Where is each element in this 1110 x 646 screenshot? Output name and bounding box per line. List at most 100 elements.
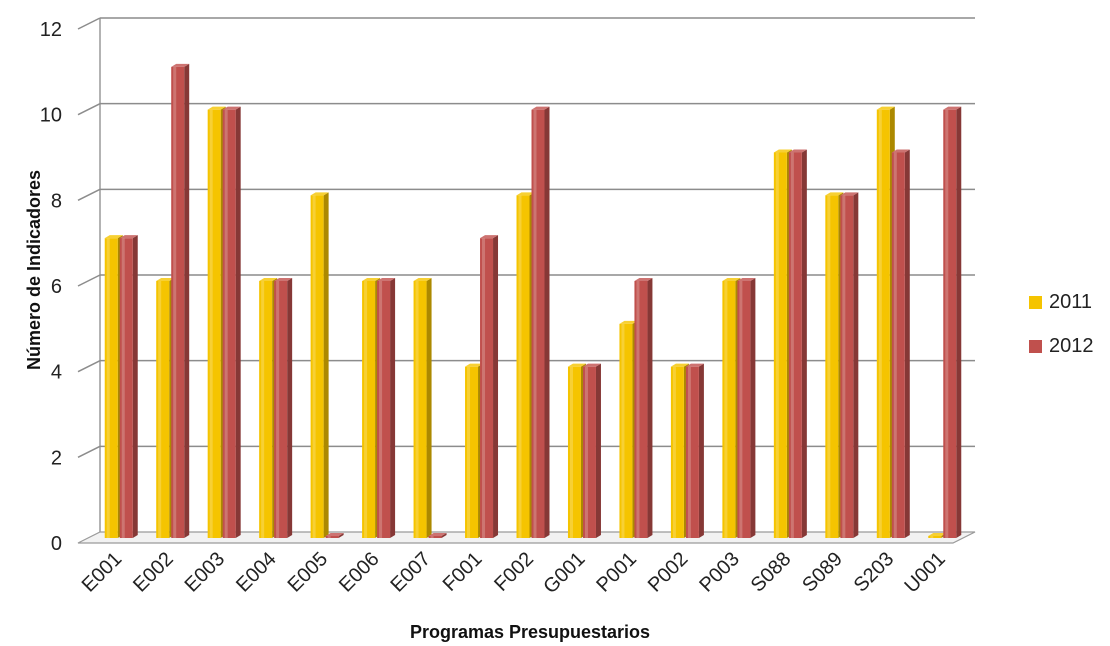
bar-front xyxy=(413,281,427,538)
bar-top xyxy=(582,363,601,367)
bar-2012-P003 xyxy=(737,278,756,538)
bar-2012-U001 xyxy=(943,106,962,539)
bar-front xyxy=(788,152,802,538)
x-tick-label: G001 xyxy=(539,548,589,598)
bar-highlight xyxy=(827,195,831,539)
bar-top xyxy=(310,192,329,196)
bar-top xyxy=(840,192,859,196)
bar-top xyxy=(480,235,499,239)
bar-side xyxy=(323,192,329,539)
bar-2012-E007 xyxy=(428,533,447,538)
bar-top xyxy=(825,192,844,196)
bar-highlight xyxy=(893,152,897,538)
bar-side xyxy=(493,235,499,538)
bar-front xyxy=(567,366,581,538)
bar-highlight xyxy=(518,195,522,539)
bar-front xyxy=(171,66,185,538)
bar-front xyxy=(685,366,699,538)
bar-side xyxy=(235,106,241,539)
bar-front xyxy=(362,281,376,538)
bars xyxy=(104,63,962,539)
bar-highlight xyxy=(842,195,846,539)
bar-front xyxy=(119,238,133,538)
x-tick-label: E007 xyxy=(387,548,436,597)
bar-2012-P002 xyxy=(685,363,704,538)
gridline-side xyxy=(77,445,101,459)
bar-front xyxy=(465,366,479,538)
bar-highlight xyxy=(945,109,949,539)
bar-front xyxy=(104,238,118,538)
x-tick-label: F002 xyxy=(490,548,538,596)
bar-2012-G001 xyxy=(582,363,601,538)
x-tick-label: E006 xyxy=(335,548,384,597)
x-tick-label: E004 xyxy=(232,548,281,597)
bar-2012-E001 xyxy=(119,235,138,538)
y-tick-label: 10 xyxy=(40,105,62,127)
bar-side xyxy=(647,278,653,538)
bar-top xyxy=(670,363,689,367)
bar-2011-E007 xyxy=(413,278,432,538)
bar-side xyxy=(132,235,138,538)
bar-2012-F002 xyxy=(531,106,550,539)
bar-front xyxy=(156,281,170,538)
bar-top xyxy=(567,363,586,367)
bar-highlight xyxy=(415,281,419,538)
x-tick-label: U001 xyxy=(900,548,949,597)
bar-side xyxy=(338,533,344,538)
bar-front xyxy=(670,366,684,538)
bar-2012-S088 xyxy=(788,149,807,538)
x-tick-label: P003 xyxy=(695,548,744,597)
bar-top xyxy=(207,106,226,110)
bar-2012-E002 xyxy=(171,63,190,538)
bar-highlight xyxy=(878,109,882,539)
bar-top xyxy=(876,106,895,110)
bar-highlight xyxy=(775,152,779,538)
x-tick-label: E002 xyxy=(129,548,178,597)
bar-highlight xyxy=(261,281,265,538)
bar-top xyxy=(428,533,447,536)
bar-highlight xyxy=(636,281,640,538)
bar-highlight xyxy=(584,366,588,538)
bar-top xyxy=(943,106,962,110)
bar-highlight xyxy=(209,109,213,539)
bar-highlight xyxy=(467,366,471,538)
bar-highlight xyxy=(672,366,676,538)
bar-top xyxy=(119,235,138,239)
bar-2012-P001 xyxy=(634,278,653,538)
bar-highlight xyxy=(276,281,280,538)
bar-side xyxy=(390,278,396,538)
bar-front xyxy=(891,152,905,538)
bar-highlight xyxy=(687,366,691,538)
bar-highlight xyxy=(533,109,537,539)
bar-front xyxy=(943,109,957,539)
y-tick-label: 0 xyxy=(51,533,62,555)
x-tick-label: P001 xyxy=(592,548,641,597)
bar-side xyxy=(595,363,601,538)
y-tick-label: 2 xyxy=(51,447,62,469)
bar-top xyxy=(171,63,190,67)
bar-front xyxy=(928,536,942,538)
bar-2012-E005 xyxy=(325,533,344,538)
bar-top xyxy=(928,533,947,536)
gridline-side xyxy=(77,188,101,202)
bar-top xyxy=(773,149,792,153)
y-axis-ticks: 0 2 4 6 8 10 12 xyxy=(40,19,62,555)
bar-front xyxy=(377,281,391,538)
bar-front xyxy=(274,281,288,538)
x-tick-label: E003 xyxy=(181,548,230,597)
bar-front xyxy=(825,195,839,539)
bar-front xyxy=(876,109,890,539)
bar-side xyxy=(956,106,962,539)
bar-front xyxy=(582,366,596,538)
y-tick-label: 12 xyxy=(40,19,62,41)
bar-front xyxy=(222,109,236,539)
x-tick-label: E005 xyxy=(284,548,333,597)
bar-top xyxy=(274,278,293,281)
bar-top xyxy=(259,278,278,281)
bar-2012-E004 xyxy=(274,278,293,538)
bar-highlight xyxy=(482,238,486,538)
bar-front xyxy=(480,238,494,538)
legend-swatch-2011 xyxy=(1029,296,1042,309)
bar-highlight xyxy=(364,281,368,538)
bar-highlight xyxy=(739,281,743,538)
